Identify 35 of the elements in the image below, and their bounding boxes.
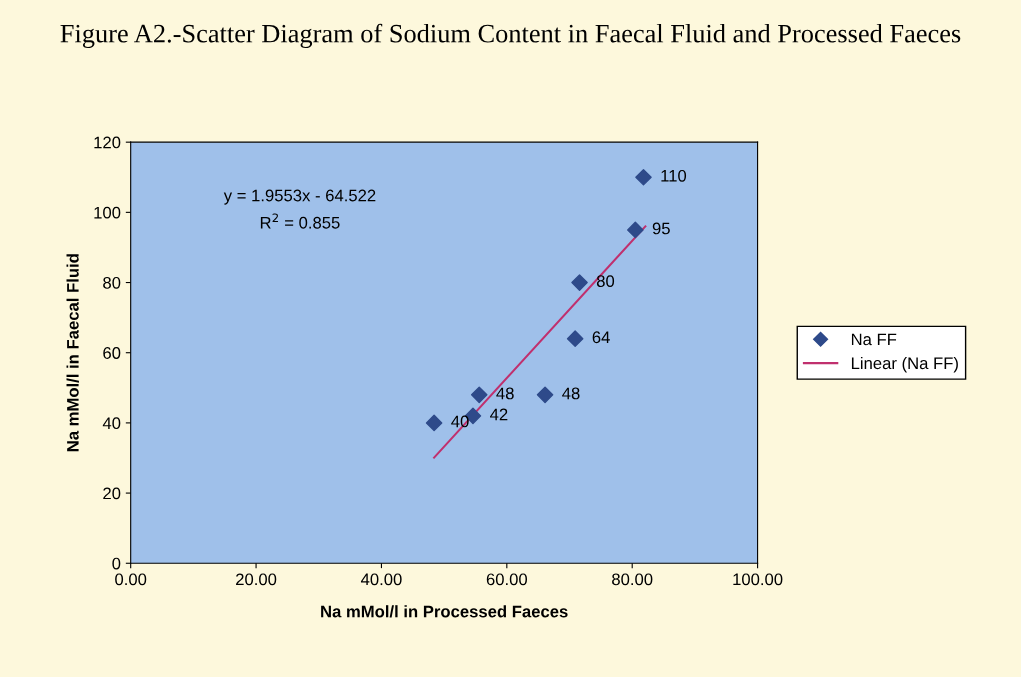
y-tick-label: 120 xyxy=(94,136,121,149)
legend-label: Na FF xyxy=(851,333,897,346)
x-tick-label: 0.00 xyxy=(115,573,147,586)
y-tick-label: 40 xyxy=(102,417,121,430)
annotation: y = 1.9553x - 64.522 xyxy=(223,189,376,205)
chart-title: Figure A2.-Scatter Diagram of Sodium Content in Faecal Fluid and Processed Faeces xyxy=(60,23,961,48)
data-label: 110 xyxy=(661,169,687,182)
point xyxy=(627,221,644,239)
data-label: 80 xyxy=(596,275,615,288)
point xyxy=(470,386,488,404)
x-tick-label: 80.00 xyxy=(612,573,653,586)
y-tick-label: 100 xyxy=(94,206,121,219)
legend-label: Linear (Na FF) xyxy=(851,356,958,373)
point xyxy=(566,330,584,347)
annotation: R$^{2}$ = 0.855 xyxy=(260,213,340,229)
x-tick-label: 40.00 xyxy=(360,573,402,586)
point xyxy=(571,274,588,291)
point xyxy=(635,168,652,186)
y-tick-label: 80 xyxy=(103,276,121,289)
y-axis-title: Na mMol/l in Faecal Fluid xyxy=(66,254,79,452)
y-tick-label: 0 xyxy=(112,557,121,570)
x-axis-title: Na mMol/l in Processed Faeces xyxy=(321,605,568,618)
x-tick-label: 100.00 xyxy=(733,573,783,586)
point xyxy=(425,414,443,432)
data-label: 48 xyxy=(562,387,580,400)
x-tick-label: 60.00 xyxy=(486,573,528,586)
y-tick-label: 20 xyxy=(103,487,121,500)
x-tick-label: 20.00 xyxy=(236,573,277,586)
point xyxy=(536,386,554,404)
data-label: 42 xyxy=(490,408,508,421)
data-label: 40 xyxy=(451,415,469,428)
data-label: 64 xyxy=(592,331,610,344)
data-label: 95 xyxy=(652,222,670,235)
data-label: 48 xyxy=(496,387,514,400)
y-tick-label: 60 xyxy=(103,347,121,359)
